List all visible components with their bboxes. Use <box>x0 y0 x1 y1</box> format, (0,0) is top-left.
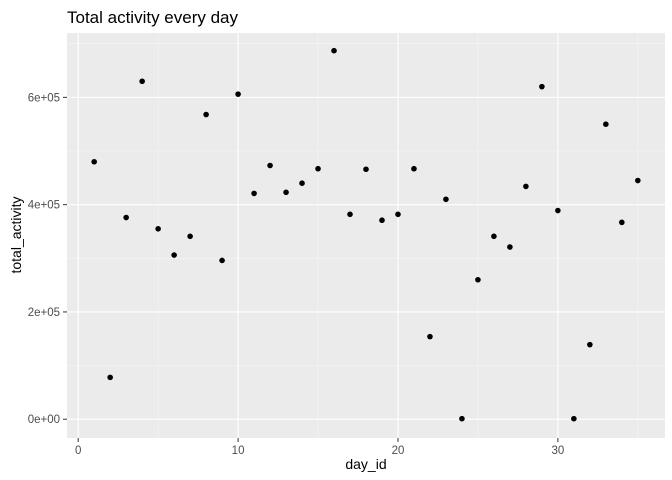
minor-grid <box>67 33 665 438</box>
data-point-day-23 <box>443 196 449 203</box>
data-point-day-35 <box>635 177 641 184</box>
major-grid <box>67 33 665 438</box>
data-point-day-12 <box>267 162 273 169</box>
y-axis-ticks: 0e+00 2e+05 4e+05 6e+05 <box>28 92 67 426</box>
data-point-day-34 <box>619 219 625 226</box>
data-point-day-3 <box>123 214 129 221</box>
data-point-day-2 <box>107 374 113 381</box>
data-point-day-26 <box>491 233 497 240</box>
data-point-day-33 <box>603 121 609 127</box>
data-point-day-27 <box>507 244 513 250</box>
data-point-day-11 <box>251 190 257 197</box>
data-point-day-32 <box>587 341 593 348</box>
data-points <box>91 47 641 422</box>
data-point-day-25 <box>475 276 481 283</box>
data-point-day-10 <box>235 91 241 97</box>
y-tick-label: 4e+05 <box>28 200 60 212</box>
data-point-day-24 <box>459 415 465 422</box>
chart-title: Total activity every day <box>67 8 239 27</box>
data-point-day-5 <box>155 225 161 232</box>
y-tick-label: 0e+00 <box>28 414 60 426</box>
plot-panel <box>67 33 665 438</box>
data-point-day-21 <box>411 165 417 172</box>
x-tick-label: 0 <box>75 445 81 457</box>
data-point-day-28 <box>523 183 529 190</box>
data-point-day-30 <box>555 207 561 214</box>
data-point-day-18 <box>363 166 369 173</box>
data-point-day-9 <box>219 257 225 264</box>
data-point-day-8 <box>203 111 209 118</box>
x-tick-label: 30 <box>551 445 564 457</box>
data-point-day-15 <box>315 165 321 172</box>
data-point-day-6 <box>171 252 177 258</box>
data-point-day-16 <box>331 47 337 54</box>
y-tick-label: 2e+05 <box>28 307 60 319</box>
y-axis-title: total_activity <box>8 196 24 273</box>
data-point-day-22 <box>427 333 433 340</box>
data-point-day-31 <box>571 415 577 422</box>
x-tick-label: 20 <box>392 445 405 457</box>
data-point-day-17 <box>347 211 353 218</box>
data-point-day-1 <box>91 158 97 165</box>
data-point-day-20 <box>395 211 401 218</box>
x-tick-label: 10 <box>232 445 245 457</box>
data-point-day-13 <box>283 189 289 196</box>
data-point-day-14 <box>299 180 305 186</box>
data-point-day-29 <box>539 83 545 90</box>
data-point-day-19 <box>379 217 385 224</box>
data-point-day-7 <box>187 233 193 240</box>
x-axis-title: day_id <box>345 456 386 472</box>
y-tick-label: 6e+05 <box>28 92 60 104</box>
data-point-day-4 <box>139 78 145 85</box>
x-axis-ticks: 0 10 20 30 <box>75 438 564 457</box>
